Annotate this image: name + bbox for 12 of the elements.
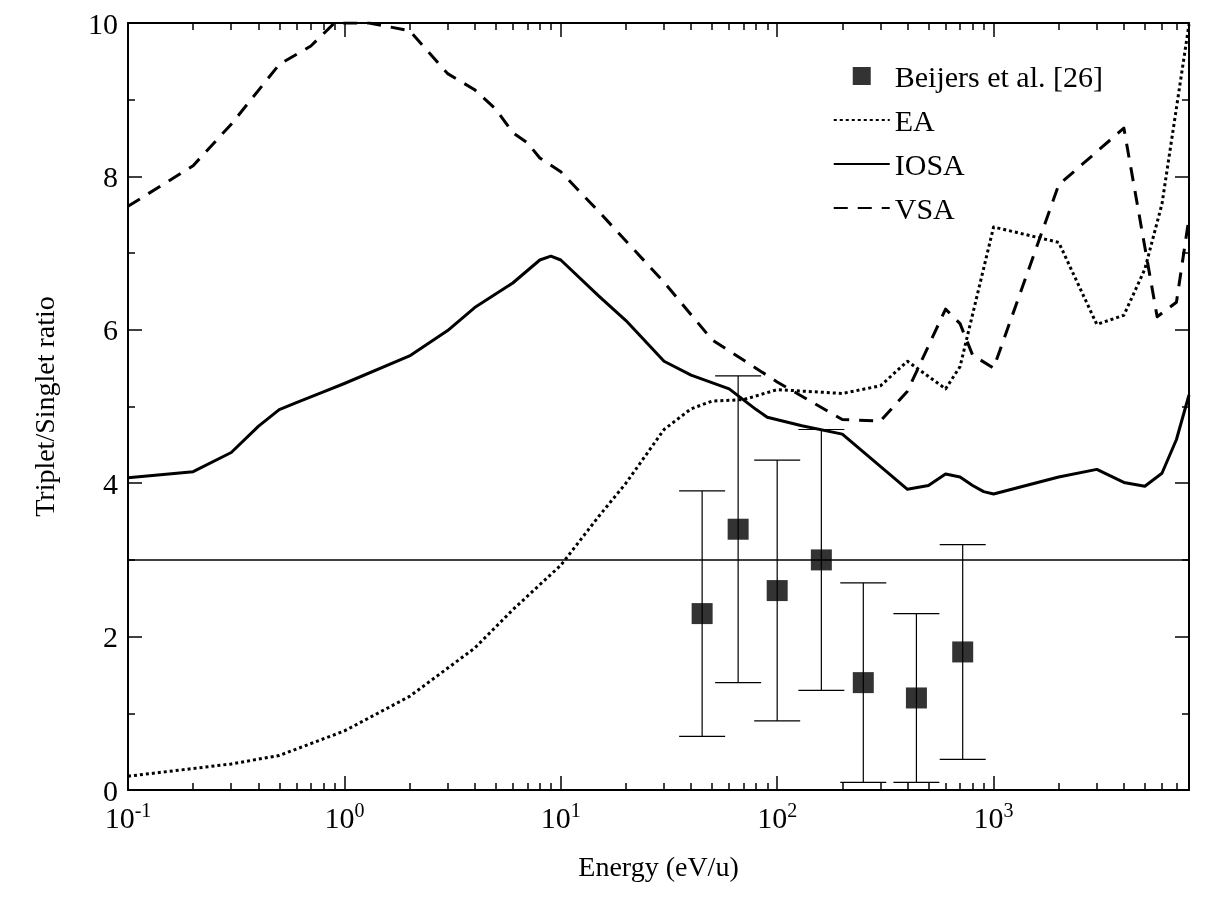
y-tick-label: 6 — [103, 313, 118, 347]
y-tick-label: 4 — [103, 466, 118, 500]
y-axis-title: Triplet/Singlet ratio — [28, 296, 60, 517]
legend-label: VSA — [894, 191, 956, 225]
y-tick-label: 2 — [103, 620, 118, 654]
y-tick-label: 10 — [88, 6, 118, 40]
legend-label: IOSA — [894, 147, 966, 181]
x-axis-title: Energy (eV/u) — [578, 850, 739, 882]
legend-label: EA — [894, 103, 936, 137]
y-tick-label: 8 — [103, 159, 118, 193]
y-tick-label: 0 — [103, 773, 118, 807]
legend-label: Beijers et al. [26] — [894, 59, 1104, 93]
